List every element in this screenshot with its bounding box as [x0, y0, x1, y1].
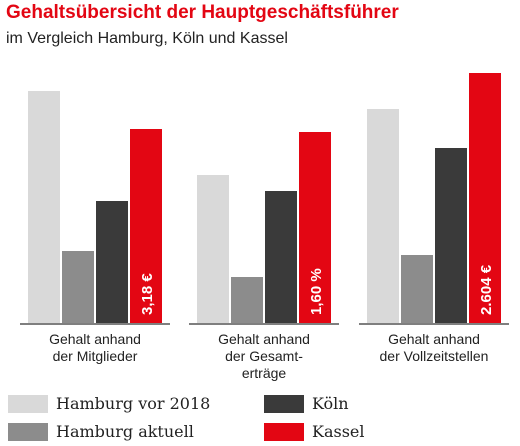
bar-2-hamburg-vor-2018	[197, 175, 229, 323]
legend-item-hamburg-aktuell: Hamburg aktuell	[8, 422, 194, 441]
category-label-2-line-1: Gehalt anhand	[218, 331, 310, 347]
bar-1-hamburg-aktuell	[62, 251, 94, 323]
bar-2-kassel	[299, 132, 331, 323]
legend-swatch-koeln	[264, 394, 304, 413]
chart-subtitle: im Vergleich Hamburg, Köln und Kassel	[6, 30, 288, 47]
bar-1-kassel	[130, 129, 162, 323]
data-label-3: 2.604 €	[478, 264, 495, 315]
bar-2-k-ln	[265, 191, 297, 323]
bar-3-kassel	[469, 73, 501, 323]
legend-item-kassel: Kassel	[264, 422, 365, 441]
bar-2-hamburg-aktuell	[231, 277, 263, 323]
legend-label-kassel: Kassel	[312, 422, 365, 441]
legend-label-koeln: Köln	[312, 394, 349, 413]
data-label-2: 1,60 %	[308, 268, 325, 315]
data-label-1: 3,18 €	[139, 273, 156, 315]
legend-item-hamburg-vor-2018: Hamburg vor 2018	[8, 394, 210, 413]
category-label-2-line-2: der Gesamt-	[225, 348, 303, 364]
bar-3-k-ln	[435, 148, 467, 323]
category-label-2-line-3: erträge	[242, 365, 287, 381]
category-label-3-line-1: Gehalt anhand	[388, 331, 480, 347]
legend-swatch-hamburg-aktuell	[8, 422, 48, 441]
bar-1-k-ln	[96, 201, 128, 323]
legend-label-hamburg-aktuell: Hamburg aktuell	[56, 422, 194, 441]
bar-3-hamburg-aktuell	[401, 255, 433, 323]
legend-swatch-kassel	[264, 422, 304, 441]
bar-3-hamburg-vor-2018	[367, 109, 399, 323]
category-label-1-line-2: der Mitglieder	[53, 348, 138, 364]
legend-item-koeln: Köln	[264, 394, 349, 413]
category-label-1-line-1: Gehalt anhand	[49, 331, 141, 347]
legend-swatch-hamburg-vor-2018	[8, 394, 48, 413]
category-label-3-line-2: der Vollzeitstellen	[380, 348, 489, 364]
chart-title: Gehaltsübersicht der Hauptgeschäftsführe…	[6, 2, 399, 23]
bar-1-hamburg-vor-2018	[28, 91, 60, 323]
legend-label-hamburg-vor-2018: Hamburg vor 2018	[56, 394, 211, 413]
